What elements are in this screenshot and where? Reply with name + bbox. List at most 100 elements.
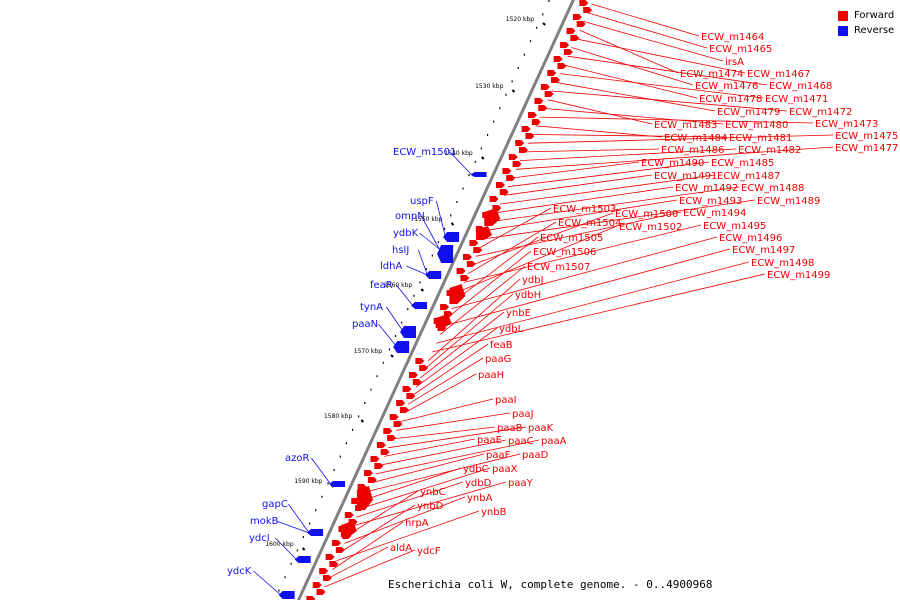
forward-gene-arrow (322, 575, 332, 581)
forward-gene-label: ECW_m1465 (709, 44, 772, 55)
forward-gene-arrow (387, 435, 397, 441)
minor-tick (370, 388, 372, 391)
minor-tick (468, 174, 470, 177)
forward-leader-line (547, 99, 653, 125)
forward-gene-arrow (316, 589, 326, 595)
reverse-leader-line (418, 249, 428, 276)
forward-gene-arrow (374, 463, 384, 469)
forward-leader-line (427, 278, 521, 361)
reverse-leader-line (436, 200, 446, 237)
reverse-leader-line (386, 306, 403, 331)
forward-gene-arrow (329, 561, 339, 567)
minor-tick (456, 201, 458, 203)
forward-gene-label: ECW_m1498 (751, 258, 814, 269)
minor-tick (419, 281, 421, 284)
forward-gene-label: paaC (508, 436, 534, 447)
forward-gene-label: ECW_m1488 (741, 183, 804, 194)
minor-tick (499, 107, 501, 110)
forward-gene-arrow (370, 456, 380, 462)
forward-gene-arrow (563, 49, 573, 55)
reverse-gene-block (411, 302, 428, 309)
forward-gene-label: hrpA (405, 518, 429, 529)
forward-gene-label: ECW_m1478 (699, 94, 762, 105)
minor-tick (339, 455, 341, 458)
minor-tick (474, 160, 476, 163)
reverse-gene-label: ECW_m1501 (393, 147, 456, 158)
reverse-gene-block (470, 172, 487, 177)
forward-gene-arrow (319, 568, 329, 574)
forward-gene-large (435, 314, 452, 328)
forward-gene-arrow (553, 56, 563, 62)
forward-gene-arrow (312, 582, 322, 588)
reverse-swatch (838, 25, 848, 36)
forward-gene-arrow (538, 105, 548, 111)
forward-gene-large (475, 226, 492, 240)
forward-gene-label: ECW_m1483 (654, 120, 717, 131)
forward-leader-line (411, 343, 489, 396)
forward-gene-arrow (408, 372, 418, 378)
minor-tick (536, 26, 538, 29)
forward-gene-arrow (466, 261, 476, 267)
reverse-leader-line (378, 323, 396, 346)
forward-leader-line (364, 467, 462, 501)
forward-gene-label: ECW_m1499 (767, 270, 830, 281)
forward-gene-arrow (506, 175, 516, 181)
minor-tick (321, 495, 323, 498)
forward-leader-line (388, 426, 527, 449)
forward-gene-arrow (402, 386, 412, 392)
forward-gene-label: ECW_m1493 (679, 196, 742, 207)
forward-leader-line (380, 439, 507, 466)
forward-leader-line (583, 21, 724, 62)
forward-leader-line (519, 148, 737, 161)
forward-leader-line (535, 125, 663, 138)
minor-tick (382, 361, 384, 364)
forward-leader-line (555, 81, 716, 112)
forward-gene-label: paaF (486, 450, 511, 461)
forward-gene-arrow (566, 28, 576, 34)
minor-tick (333, 469, 335, 471)
forward-gene-arrow (528, 112, 538, 118)
forward-gene-label: ECW_m1467 (747, 69, 810, 80)
tick-label: 1520 kbp (506, 16, 534, 23)
forward-leader-line (511, 161, 640, 179)
reverse-leader-line (275, 537, 298, 561)
minor-tick (511, 80, 513, 83)
tick-mark (542, 22, 546, 26)
minor-tick (444, 227, 446, 230)
forward-gene-arrow (456, 268, 466, 274)
forward-leader-line (543, 108, 724, 125)
minor-tick (425, 268, 427, 270)
forward-gene-large (340, 521, 357, 537)
forward-gene-arrow (376, 442, 386, 448)
legend: Forward Reverse (838, 8, 894, 38)
minor-tick (345, 442, 348, 445)
minor-tick (450, 214, 452, 217)
forward-leader-line (539, 116, 814, 124)
forward-gene-label: ynbA (467, 493, 493, 504)
reverse-leader-line (288, 503, 310, 534)
forward-leader-line (423, 293, 514, 370)
minor-tick (542, 13, 544, 16)
forward-gene-label: paaB (497, 423, 523, 434)
forward-leader-line (436, 261, 750, 344)
forward-gene-label: ynbE (506, 308, 531, 319)
reverse-leader-line (406, 265, 428, 276)
tick-mark (420, 288, 424, 292)
forward-gene-arrow (572, 14, 582, 20)
forward-gene-label: ECW_m1471 (765, 94, 828, 105)
tick-label: 1600 kbp (265, 541, 293, 548)
forward-gene-arrow (396, 400, 406, 406)
forward-gene-arrow (460, 275, 470, 281)
forward-leader-line (579, 29, 679, 74)
reverse-gene-label: ydcI (249, 533, 270, 544)
minor-tick (505, 93, 507, 96)
forward-gene-arrow (415, 358, 425, 364)
forward-leader-line (563, 64, 698, 99)
legend-forward: Forward (838, 8, 894, 23)
forward-gene-label: ynbD (417, 501, 444, 512)
forward-leader-line (567, 55, 768, 86)
forward-leader-line (523, 148, 660, 153)
reverse-gene-block (329, 481, 346, 487)
forward-gene-arrow (383, 428, 393, 434)
